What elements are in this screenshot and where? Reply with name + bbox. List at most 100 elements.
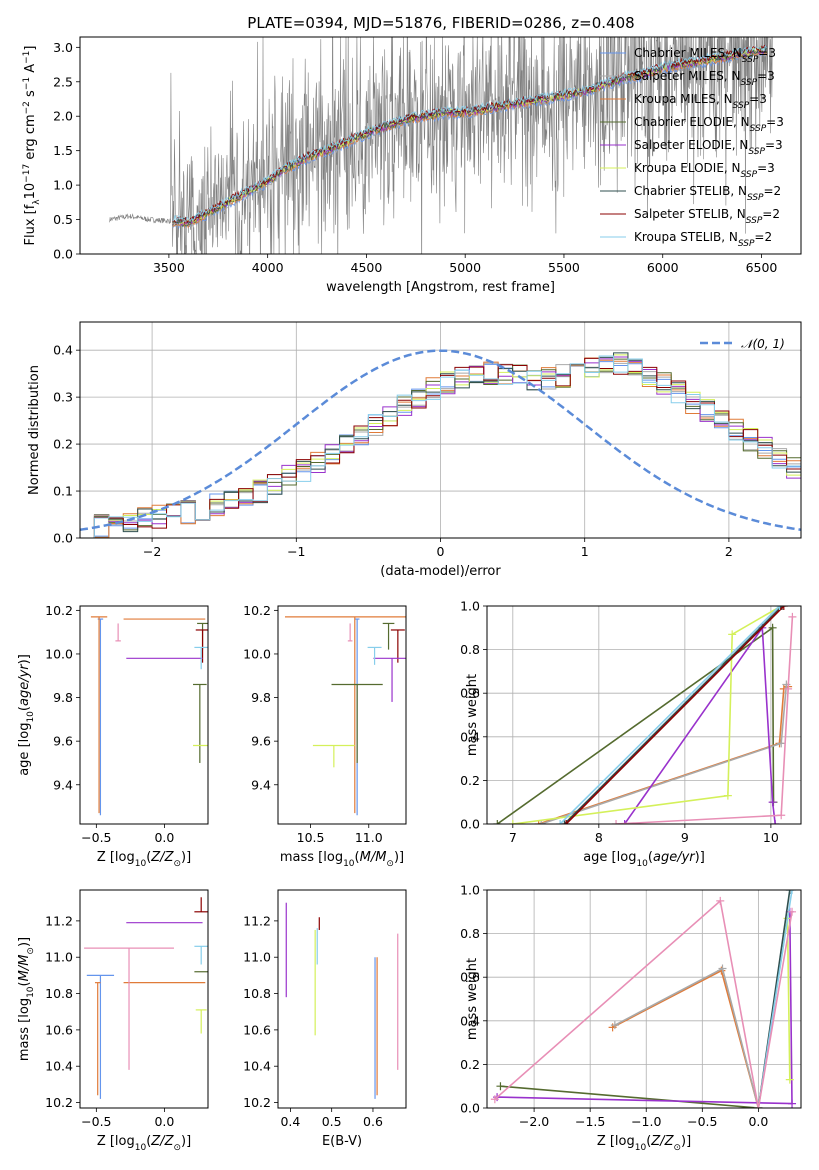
panel-mass-vs-Z: −0.5 0.010.210.410.610.811.011.2Z [log10(… — [17, 889, 209, 1153]
panel-spectrum: 3500 4000 4500 5000 5500 6000 6500 0.0 0.5 1.0 1.5… — [22, 36, 802, 295]
label-part: =3 — [749, 92, 767, 106]
y-tick-label: 0.8 — [460, 926, 480, 941]
weight-marker — [788, 907, 797, 916]
y-tick-label: 10.6 — [45, 1022, 73, 1037]
label-part: age/yr — [17, 663, 32, 706]
y-tick-label: 2.0 — [53, 109, 73, 124]
y-tick-label: 11.2 — [45, 913, 73, 928]
label-part: −2 — [22, 101, 32, 114]
label-part: =3 — [757, 161, 775, 175]
y-tick-label: 9.8 — [251, 690, 271, 705]
x-axis-label: (data-model)/error — [380, 564, 501, 579]
label-part: Chabrier ELODIE, N — [634, 115, 750, 129]
label-part: Z [log — [597, 1134, 635, 1149]
label-part: SSP — [741, 78, 758, 88]
label-part: )] — [181, 850, 191, 865]
x-axis-label: Z [log10(Z/Z⊙)] — [97, 1134, 191, 1153]
label-part: SSP — [742, 55, 759, 65]
plot-area-spectrum — [109, 37, 773, 254]
label-part: −1 — [22, 51, 32, 64]
weight-line — [500, 1085, 759, 1108]
y-tick-label: 0.4 — [53, 343, 73, 358]
legend-entry-salpeter-stelib: Salpeter STELIB, NSSP=2 — [634, 207, 780, 226]
label-part: Chabrier STELIB, N — [634, 184, 747, 198]
weight-marker — [788, 612, 797, 621]
plot-area-age-vs-mass — [284, 616, 406, 816]
y-tick-label: 0.6 — [460, 970, 480, 985]
y-tick-label: 3.0 — [53, 40, 73, 55]
panel-mass-vs-EBV: 0.4 0.5 0.6 10.2 10.4 10.6 10.8 11.0 11.2 E(B-V) — [243, 889, 407, 1149]
label-part: ( — [17, 706, 32, 711]
y-tick-label: 9.4 — [251, 777, 271, 792]
label-part: SSP — [748, 147, 765, 157]
x-tick-label: 6000 — [647, 260, 679, 275]
errorbar-point — [195, 629, 208, 663]
label-part: =2 — [762, 207, 780, 221]
label-part: ( — [146, 850, 151, 865]
y-tick-label: 0.0 — [53, 531, 73, 546]
errorbar-point — [331, 683, 383, 763]
label-part: Z [log — [97, 1134, 135, 1149]
plot-area-age-vs-Z — [90, 616, 208, 816]
weight-marker — [768, 798, 777, 807]
label-part: 10 — [636, 859, 648, 869]
label-part: age [log — [17, 723, 32, 776]
panel-age-vs-Z: −0.5 0.09.49.69.810.010.2Z [log10(Z/Z⊙)]a… — [17, 603, 209, 869]
label-part: erg cm — [23, 114, 38, 163]
legend-entry-chabrier-stelib: Chabrier STELIB, NSSP=2 — [634, 184, 781, 203]
gaussian-curve — [80, 349, 801, 532]
label-part: Chabrier MILES, N — [634, 46, 742, 60]
label-part: )] — [17, 654, 32, 664]
y-tick-label: 0.0 — [460, 1101, 480, 1116]
y-tick-label: 10.4 — [45, 1059, 73, 1074]
label-part: age [log — [583, 850, 636, 865]
x-axis-label: mass [log10(M/M⊙)] — [280, 850, 404, 869]
model-line-kroupa-stelib — [172, 44, 767, 223]
errorbar-point — [193, 683, 207, 763]
label-part: age/yr — [653, 850, 696, 865]
y-axis-label: Flux [fλ10−17 erg cm−2 s−1 A−1] — [22, 46, 42, 246]
legend-entry-salpeter-miles: Salpeter MILES, NSSP=3 — [634, 69, 775, 88]
label-part: )] — [17, 937, 32, 947]
weight-marker — [610, 1021, 619, 1030]
x-axis-label: E(B-V) — [322, 1134, 362, 1149]
y-tick-label: 11.2 — [243, 913, 271, 928]
x-axis-label: Z [log10(Z/Z⊙)] — [97, 850, 191, 869]
label-part: 10 — [343, 859, 355, 869]
y-tick-label: 9.6 — [251, 734, 271, 749]
x-tick-label: 0.0 — [154, 1114, 174, 1129]
label-part: )] — [181, 1134, 191, 1149]
observed-spectrum-line — [109, 37, 773, 254]
weight-line — [623, 625, 776, 824]
label-part: mass [log — [17, 998, 32, 1061]
label-part: ⊙ — [386, 859, 394, 869]
weight-marker — [784, 684, 793, 693]
label-part: −1 — [22, 77, 32, 90]
y-tick-label: 10.8 — [243, 986, 271, 1001]
label-part: Salpeter ELODIE, N — [634, 138, 748, 152]
label-part: Kroupa MILES, N — [634, 92, 733, 106]
errorbar-point — [194, 945, 208, 965]
x-tick-label: 0.6 — [363, 1114, 383, 1129]
weight-marker — [716, 896, 725, 905]
label-part: A — [23, 64, 38, 77]
label-part: −17 — [22, 164, 32, 183]
weight-line — [563, 606, 783, 824]
x-tick-label: 0.4 — [280, 1114, 300, 1129]
label-part: SSP — [750, 124, 767, 134]
label-part: ] — [23, 46, 38, 51]
label-part: SSP — [747, 193, 764, 203]
label-part: =3 — [758, 46, 776, 60]
y-tick-label: 1.0 — [53, 178, 73, 193]
label-part: 10 — [23, 183, 38, 200]
weight-line — [565, 606, 785, 824]
weight-marker — [490, 1095, 499, 1104]
weight-marker — [496, 1082, 505, 1091]
y-tick-label: 1.0 — [460, 883, 480, 898]
weight-line — [494, 899, 793, 1108]
weight-marker — [560, 820, 569, 824]
label-part: M/M — [17, 955, 32, 982]
x-tick-label: 10.5 — [297, 830, 325, 845]
label-part: =2 — [754, 230, 772, 244]
